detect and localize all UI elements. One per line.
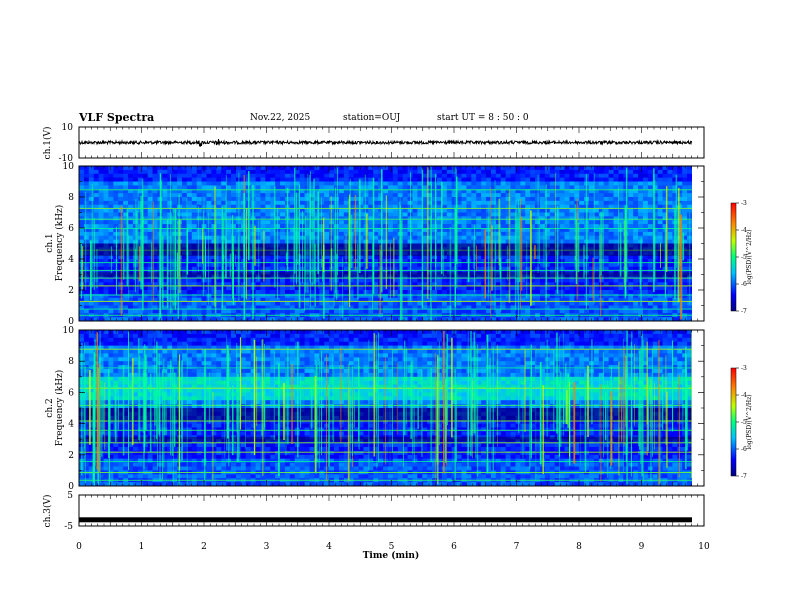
ch3-waveform-panel: 5 -5 ch.3(V) xyxy=(42,491,705,532)
colorbar-tick-label: -4 xyxy=(741,392,747,399)
ch1-waveform-trace xyxy=(78,138,693,147)
y-tick-label: 8 xyxy=(68,357,74,367)
x-tick-label: 0 xyxy=(76,542,82,552)
figure-title: VLF Spectra xyxy=(79,111,155,124)
y-tick-label: 10 xyxy=(63,162,75,172)
ch1-spectrogram-image xyxy=(79,166,704,322)
x-tick-label: 6 xyxy=(451,542,457,552)
ch1-ytick-top: 10 xyxy=(62,123,74,133)
y-tick-label: 4 xyxy=(68,420,74,430)
x-tick-label: 3 xyxy=(264,542,270,552)
y-tick-label: 2 xyxy=(68,451,74,461)
colorbar-tick-label: -3 xyxy=(741,200,747,207)
colorbar-tick-label: -3 xyxy=(741,365,747,372)
y-tick-label: 6 xyxy=(68,388,74,398)
ch1-ytick-bottom: -10 xyxy=(59,154,74,164)
ch1-waveform-panel: 10 -10 ch.1(V) xyxy=(42,123,705,164)
colorbar-tick-label: -5 xyxy=(741,419,747,426)
x-tick-label: 4 xyxy=(326,542,332,552)
station-label: station=OUJ xyxy=(343,113,401,123)
ch3-ytick-top: 5 xyxy=(67,491,73,501)
x-tick-label: 7 xyxy=(514,542,520,552)
ch3-waveform-trace xyxy=(79,517,692,523)
x-tick-label: 10 xyxy=(698,542,710,552)
y-tick-label: 0 xyxy=(68,482,74,492)
ch3-ytick-bottom: -5 xyxy=(64,522,73,532)
ch1-colorbar xyxy=(730,202,737,312)
x-axis-ticks: 0 1 2 3 4 5 6 7 8 9 10 xyxy=(76,542,710,552)
y-tick-label: 2 xyxy=(68,286,74,296)
ch2-spectrogram-image xyxy=(79,330,704,487)
date-label: Nov.22, 2025 xyxy=(250,113,311,123)
ch2-spec-label-channel: ch.2 xyxy=(45,398,55,417)
ch1-spec-label-channel: ch.1 xyxy=(45,233,55,252)
x-tick-label: 2 xyxy=(201,542,207,552)
x-tick-label: 1 xyxy=(139,542,145,552)
x-axis-label: Time (min) xyxy=(363,550,420,561)
start-time-label: start UT = 8 : 50 : 0 xyxy=(437,113,529,123)
y-tick-label: 10 xyxy=(63,326,75,336)
colorbar-tick-label: -7 xyxy=(741,308,747,315)
ch1-spec-ylabel: Frequency (kHz) xyxy=(54,205,65,282)
x-tick-label: 5 xyxy=(389,542,395,552)
y-tick-label: 8 xyxy=(68,193,74,203)
colorbar-tick-label: -7 xyxy=(741,473,747,480)
colorbar-tick-label: -6 xyxy=(741,281,747,288)
ch3-ylabel: ch.3(V) xyxy=(42,495,53,528)
ch1-colorbar-label: log(PSD)(V^2/Hz) xyxy=(746,229,753,284)
colorbar-tick-label: -5 xyxy=(741,254,747,261)
ch1-ylabel: ch.1(V) xyxy=(42,127,53,160)
ch2-spec-ylabel: Frequency (kHz) xyxy=(54,370,65,447)
colorbar-tick-label: -4 xyxy=(741,227,747,234)
x-tick-label: 9 xyxy=(639,542,645,552)
y-tick-label: 0 xyxy=(68,317,74,327)
y-tick-label: 4 xyxy=(68,255,74,265)
ch2-colorbar-label: log(PSD)(V^2/Hz) xyxy=(746,394,753,449)
colorbar-tick-label: -6 xyxy=(741,446,747,453)
x-tick-label: 8 xyxy=(576,542,582,552)
ch2-colorbar xyxy=(730,367,737,477)
y-tick-label: 6 xyxy=(68,224,74,234)
